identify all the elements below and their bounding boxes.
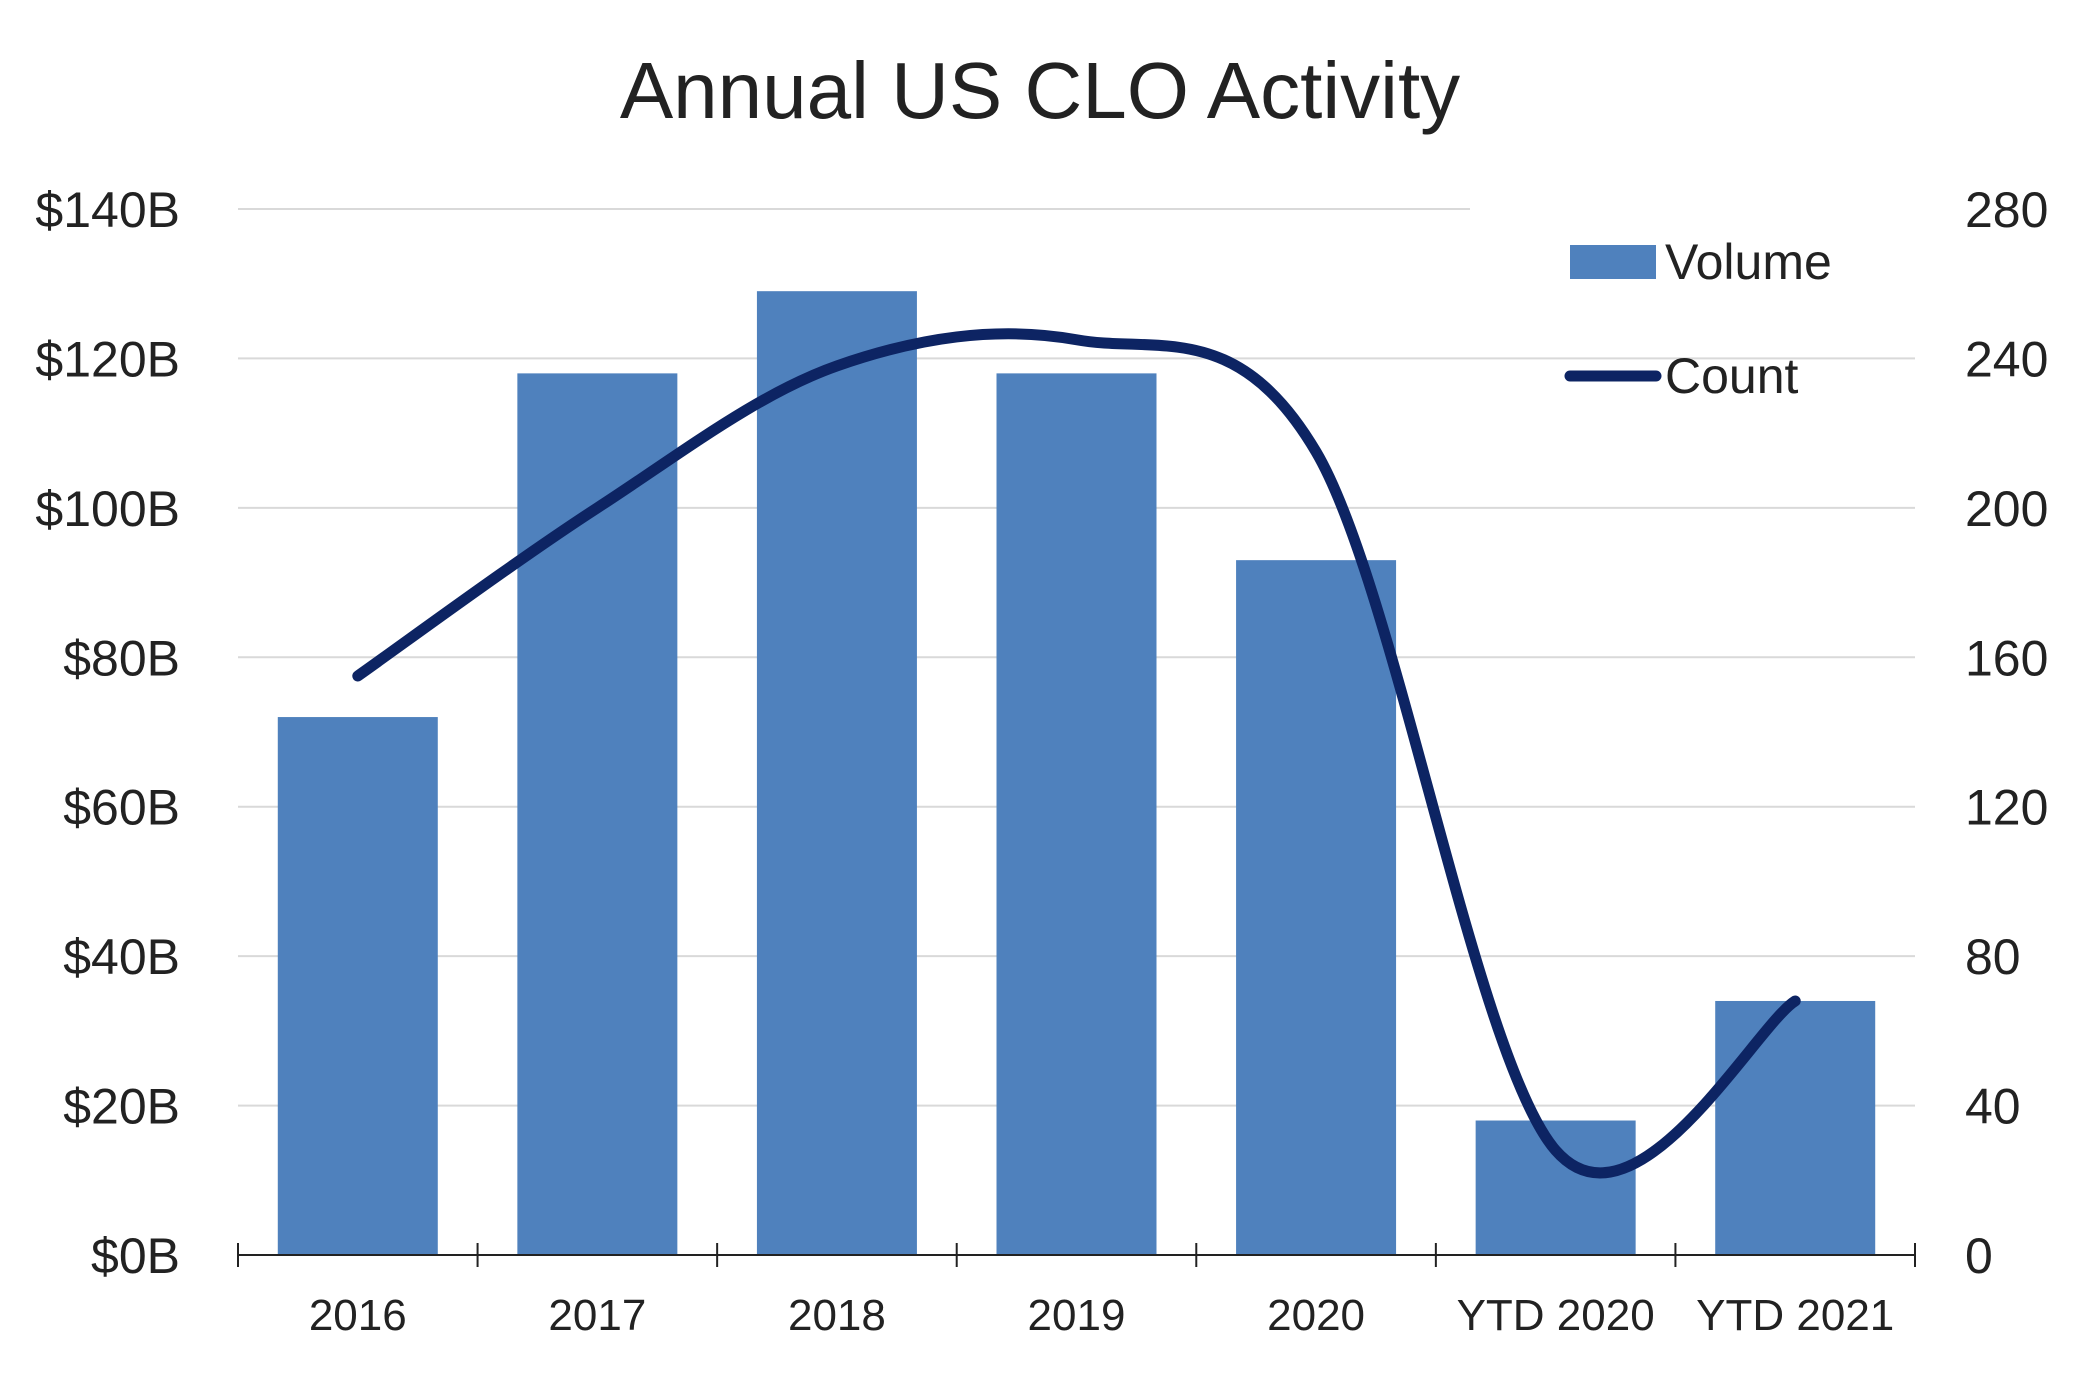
volume-bars <box>277 291 1876 1256</box>
right-y-tick-label: 120 <box>1965 780 2048 836</box>
x-category-label: 2019 <box>1028 1291 1126 1340</box>
left-y-tick-label: $0B <box>91 1228 180 1284</box>
left-y-tick-label: $120B <box>35 331 180 387</box>
legend: Volume Count <box>1564 234 1832 404</box>
left-y-tick-label: $100B <box>35 481 180 537</box>
x-category-label: 2020 <box>1267 1291 1365 1340</box>
left-y-tick-label: $20B <box>63 1079 180 1135</box>
x-category-label: YTD 2020 <box>1457 1291 1655 1340</box>
volume-bar <box>277 717 438 1255</box>
x-axis <box>237 1243 1916 1267</box>
left-y-tick-label: $140B <box>35 182 180 238</box>
volume-bar <box>756 291 917 1256</box>
volume-bar <box>996 373 1157 1255</box>
left-y-axis-labels: $0B $20B $40B $60B $80B $100B $120B $140B <box>35 182 180 1284</box>
volume-bar <box>1236 560 1397 1255</box>
right-y-tick-label: 240 <box>1965 331 2048 387</box>
right-y-axis-labels: 0 40 80 120 160 200 240 280 <box>1965 182 2048 1284</box>
x-category-label: 2018 <box>788 1291 886 1340</box>
right-y-tick-label: 160 <box>1965 630 2048 686</box>
volume-bar <box>517 373 678 1255</box>
volume-bar <box>1715 1000 1876 1255</box>
legend-volume-swatch <box>1570 245 1656 279</box>
right-y-tick-label: 80 <box>1965 929 2021 985</box>
right-y-tick-label: 40 <box>1965 1079 2021 1135</box>
count-line-series <box>352 328 1801 1179</box>
x-category-label: YTD 2021 <box>1696 1291 1894 1340</box>
legend-count-label: Count <box>1665 348 1799 404</box>
legend-volume-label: Volume <box>1665 234 1832 290</box>
right-y-tick-label: 200 <box>1965 481 2048 537</box>
chart-title: Annual US CLO Activity <box>620 46 1460 135</box>
right-y-tick-label: 0 <box>1965 1228 1993 1284</box>
volume-bar <box>1475 1120 1636 1255</box>
count-line <box>352 328 1801 1179</box>
x-axis-category-labels: 2016 2017 2018 2019 2020 YTD 2020 YTD 2021 <box>309 1291 1894 1340</box>
right-y-tick-label: 280 <box>1965 182 2048 238</box>
left-y-tick-label: $80B <box>63 630 180 686</box>
x-category-label: 2017 <box>548 1291 646 1340</box>
left-y-tick-label: $60B <box>63 780 180 836</box>
x-category-label: 2016 <box>309 1291 407 1340</box>
left-y-tick-label: $40B <box>63 929 180 985</box>
